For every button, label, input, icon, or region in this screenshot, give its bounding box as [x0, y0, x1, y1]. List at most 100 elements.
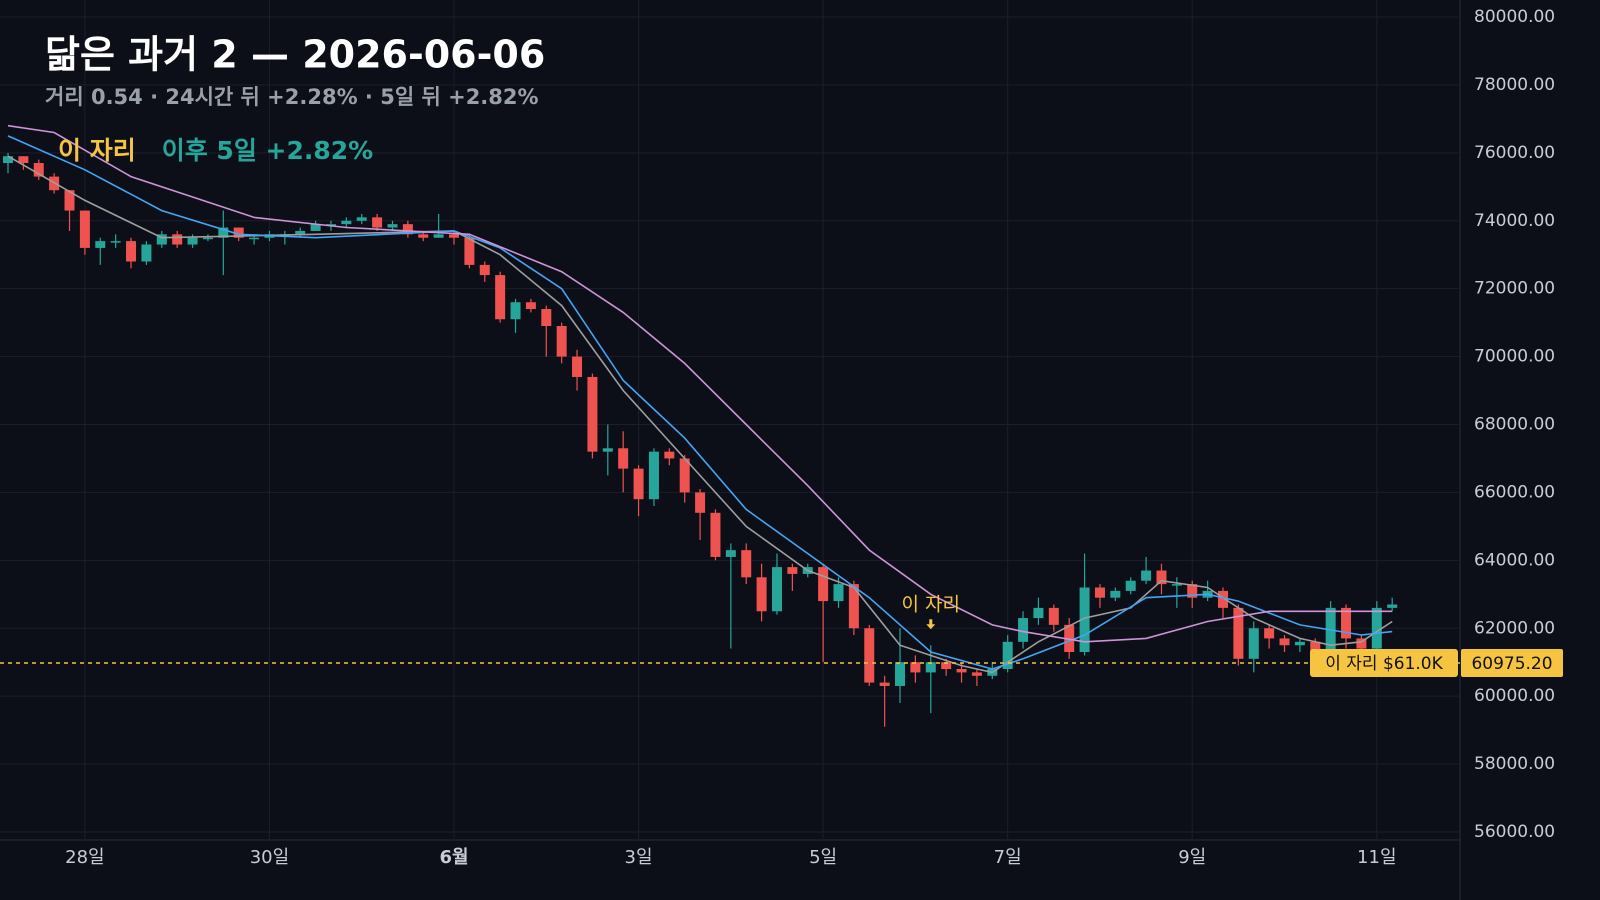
- candle-body: [895, 662, 906, 686]
- candle-body: [1356, 638, 1367, 649]
- chart-title: 닮은 과거 2 — 2026-06-06: [45, 33, 545, 77]
- candle-body: [879, 682, 890, 686]
- candle-body: [910, 662, 921, 673]
- candle-body: [1018, 618, 1029, 642]
- candle-body: [187, 237, 198, 245]
- candle-body: [648, 451, 659, 500]
- candle-body: [356, 217, 367, 221]
- candle-body: [64, 190, 75, 211]
- candle-body: [864, 628, 875, 683]
- candle-body: [695, 492, 706, 513]
- candle-body: [126, 241, 137, 262]
- candle-body: [141, 244, 152, 262]
- candle-body: [1079, 587, 1090, 653]
- y-tick-label: 80000.00: [1474, 7, 1555, 27]
- x-tick-label: 3일: [625, 847, 653, 868]
- candle-body: [1248, 628, 1259, 659]
- candle-body: [1217, 590, 1228, 608]
- price-label-box: [1461, 649, 1563, 678]
- candle-body: [833, 584, 844, 602]
- candle-body: [418, 234, 429, 238]
- candle-body: [172, 234, 183, 245]
- candle-body: [402, 224, 413, 235]
- candle-body: [1048, 607, 1059, 625]
- candle-body: [495, 275, 506, 320]
- candle-body: [325, 224, 336, 226]
- x-tick-label: 7일: [994, 847, 1022, 868]
- y-tick-label: 60000.00: [1474, 686, 1555, 706]
- candle-body: [1341, 607, 1352, 639]
- candle-body: [1110, 590, 1121, 598]
- candle-body: [818, 567, 829, 602]
- legend-entry: 이 자리: [58, 136, 136, 165]
- candle-body: [756, 577, 767, 612]
- x-tick-label: 28일: [65, 847, 104, 868]
- candle-body: [664, 451, 675, 459]
- chart-subtitle: 거리 0.54 · 24시간 뒤 +2.28% · 5일 뒤 +2.82%: [45, 85, 539, 109]
- candle-body: [218, 227, 229, 238]
- marker-arrow: [926, 619, 936, 630]
- candle-body: [741, 550, 752, 578]
- candle-body: [710, 512, 721, 557]
- candle-body: [2, 156, 13, 164]
- y-tick-label: 78000.00: [1474, 75, 1555, 95]
- y-tick-label: 66000.00: [1474, 482, 1555, 502]
- candle-body: [679, 458, 690, 493]
- y-tick-label: 76000.00: [1474, 143, 1555, 163]
- x-tick-label: 30일: [250, 847, 289, 868]
- legend-entry: 이후 5일 +2.82%: [162, 136, 373, 165]
- candle-body: [618, 448, 629, 469]
- candle-body: [110, 241, 121, 243]
- candle-body: [1387, 604, 1398, 608]
- candle-body: [1033, 607, 1044, 619]
- candle-body: [541, 309, 552, 327]
- candle-body: [233, 227, 244, 238]
- candle-body: [925, 662, 936, 673]
- candle-body: [602, 448, 613, 452]
- y-tick-label: 70000.00: [1474, 347, 1555, 367]
- candle-body: [341, 220, 352, 225]
- candle-body: [1187, 584, 1198, 598]
- price-tag: 이 자리 $61.0K: [1325, 654, 1443, 674]
- candle-body: [1371, 607, 1382, 649]
- candle-body: [156, 234, 167, 245]
- candle-body: [95, 241, 106, 248]
- moving-average-line: [7, 124, 1393, 643]
- candle-body: [372, 217, 383, 228]
- candle-body: [941, 662, 952, 669]
- candle-body: [433, 234, 444, 238]
- candle-body: [771, 567, 782, 612]
- candle-body: [587, 376, 598, 452]
- candle-body: [787, 567, 798, 574]
- candle-body: [79, 210, 90, 248]
- candle-body: [1171, 584, 1182, 586]
- candle-body: [449, 234, 460, 238]
- y-tick-label: 74000.00: [1474, 211, 1555, 231]
- candle-body: [848, 584, 859, 629]
- y-tick-label: 64000.00: [1474, 550, 1555, 570]
- candle-body: [1125, 580, 1136, 591]
- y-tick-label: 68000.00: [1474, 415, 1555, 435]
- y-tick-label: 62000.00: [1474, 618, 1555, 638]
- candle-body: [1233, 607, 1244, 659]
- marker-label: 이 자리: [902, 594, 960, 616]
- candle-body: [202, 237, 213, 240]
- candle-body: [249, 237, 260, 240]
- candle-body: [1002, 641, 1013, 669]
- candle-body: [956, 669, 967, 673]
- y-tick-label: 72000.00: [1474, 279, 1555, 299]
- x-tick-label: 5일: [809, 847, 837, 868]
- x-tick-label: 6월: [439, 847, 468, 868]
- candle-body: [310, 224, 321, 231]
- candle-body: [525, 302, 536, 310]
- candle-body: [1156, 570, 1167, 585]
- candle-body: [33, 163, 44, 177]
- moving-average-line: [7, 135, 1393, 670]
- price-label: 60975.20: [1471, 654, 1552, 674]
- candle-body: [572, 356, 583, 377]
- candle-body: [387, 224, 398, 228]
- price-tag-box: [1310, 649, 1458, 678]
